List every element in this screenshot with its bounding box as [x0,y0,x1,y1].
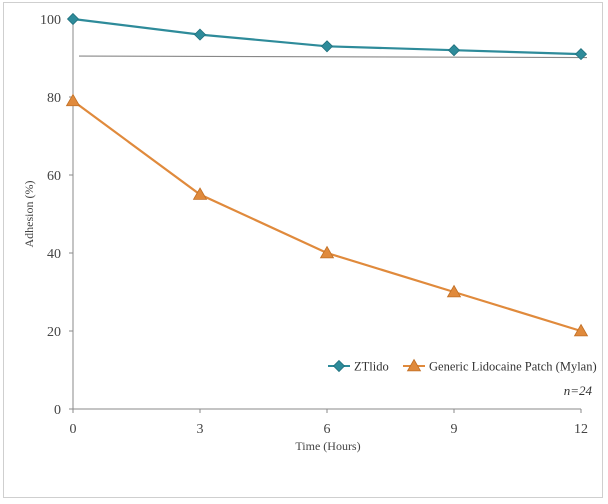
generic-patch-data-point [446,284,462,298]
generic-patch-data-point [573,323,589,337]
y-tick-label: 80 [47,91,61,106]
legend-ztlido-marker [332,359,346,373]
x-tick-label: 3 [197,422,204,437]
x-tick-label: 6 [324,422,331,437]
y-tick-label: 40 [47,247,61,262]
legend-generic-marker [406,358,422,372]
y-tick-label: 100 [40,13,61,28]
ztlido-data-point [66,12,80,26]
x-tick-label: 0 [70,422,77,437]
generic-patch-data-point [192,187,208,200]
generic-patch-data-point [319,245,335,259]
chart-frame [3,2,603,498]
generic-patch-data-point [65,93,81,107]
y-tick-label: 60 [47,169,61,184]
x-tick-label: 9 [451,422,458,437]
x-axis-title: Time (Hours) [295,439,360,453]
y-tick-label: 20 [47,325,61,340]
ztlido-data-point [320,40,334,53]
sample-size-annotation: n=24 [564,383,593,398]
ztlido-data-point [574,48,588,61]
ztlido-data-point [447,44,461,57]
generic-patch-series-line [72,100,582,333]
ztlido-data-point [193,28,207,41]
legend-ztlido-label: ZTlido [354,360,389,374]
reference-line [78,55,588,59]
legend-generic-label: Generic Lidocaine Patch (Mylan) [429,360,597,374]
y-axis-title: Adhesion (%) [22,181,36,248]
y-tick-label: 0 [54,403,61,418]
x-tick-label: 12 [574,422,588,437]
